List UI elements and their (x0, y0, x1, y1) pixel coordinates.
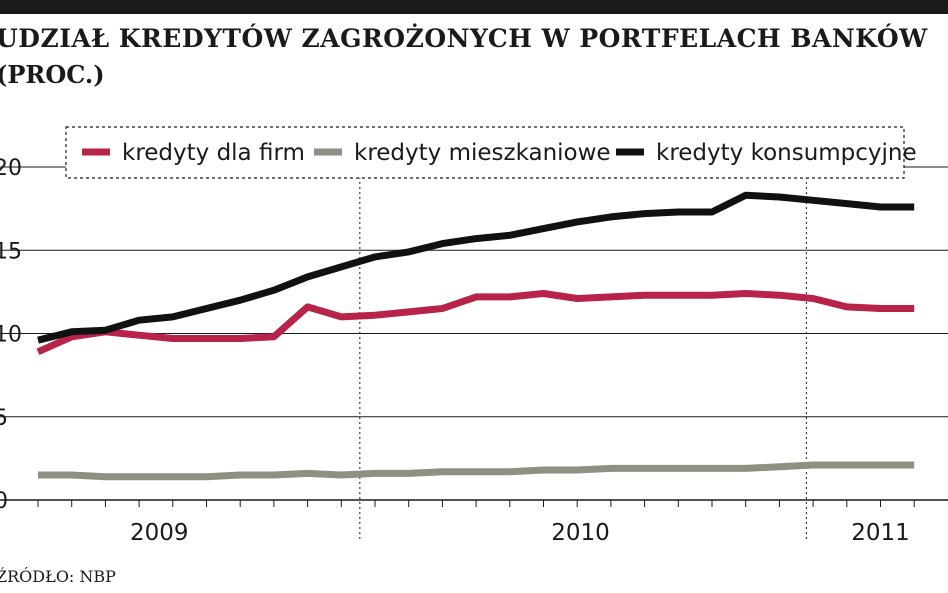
legend-label: kredyty mieszkaniowe (354, 140, 611, 166)
legend-label: kredyty konsumpcyjne (656, 140, 917, 166)
chart-subtitle: (PROC.) (0, 60, 105, 89)
legend: kredyty dla firm kredyty mieszkaniowe kred… (65, 126, 917, 179)
y-tick-label: 0 (0, 489, 8, 514)
legend-label: kredyty dla firm (122, 140, 305, 166)
y-tick-label: 5 (0, 406, 8, 431)
y-tick-label: 10 (0, 323, 22, 348)
series-line-konsumpcyjne (37, 191, 915, 344)
y-tick-label: 15 (0, 239, 22, 264)
legend-box (65, 126, 905, 179)
y-tick-labels: 0 5 10 15 20 (0, 156, 22, 514)
top-bar (0, 0, 948, 14)
series-line-firm (36, 290, 915, 355)
legend-items: kredyty dla firm kredyty mieszkaniowe kred… (82, 140, 917, 166)
series-lines (36, 191, 915, 481)
source-note: ŹRÓDŁO: NBP (0, 567, 116, 586)
series-line-mieszkaniowe (38, 461, 915, 481)
y-tick-label: 20 (0, 156, 22, 181)
x-year-label: 2009 (130, 520, 189, 546)
chart-title: UDZIAŁ KREDYTÓW ZAGROŻONYCH W PORTFELACH… (0, 24, 928, 53)
x-axis: 2009 2010 2011 (0, 499, 948, 546)
x-year-label: 2011 (851, 520, 910, 546)
x-year-label: 2010 (551, 520, 610, 546)
